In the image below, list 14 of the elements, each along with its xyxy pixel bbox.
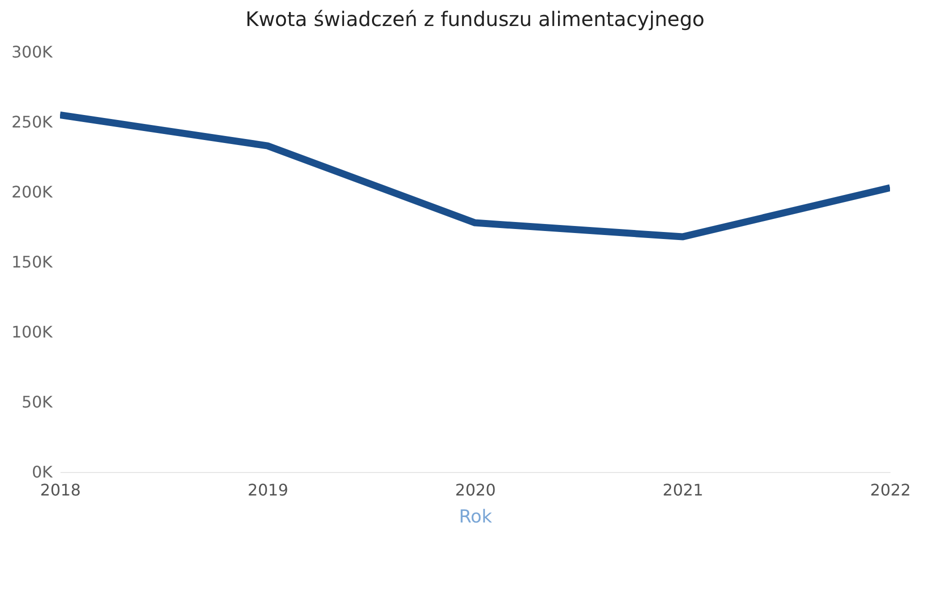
x-tick-label: 2022	[870, 480, 911, 500]
y-tick-label: 200K	[11, 182, 54, 202]
y-tick-label: 150K	[11, 252, 54, 272]
y-tick-label: 300K	[11, 42, 54, 62]
chart-title: Kwota świadczeń z funduszu alimentacyjnego	[245, 7, 705, 31]
y-tick-label: 100K	[11, 322, 54, 342]
y-tick-label: 50K	[22, 392, 53, 412]
x-axis-title: Rok	[458, 506, 493, 528]
y-tick-label: 250K	[11, 112, 54, 132]
x-tick-label: 2021	[662, 480, 704, 500]
x-tick-label: 2019	[248, 480, 288, 500]
x-tick-label: 2018	[40, 480, 81, 500]
y-tick-label: 0K	[32, 462, 54, 482]
x-tick-label: 2020	[455, 480, 496, 500]
